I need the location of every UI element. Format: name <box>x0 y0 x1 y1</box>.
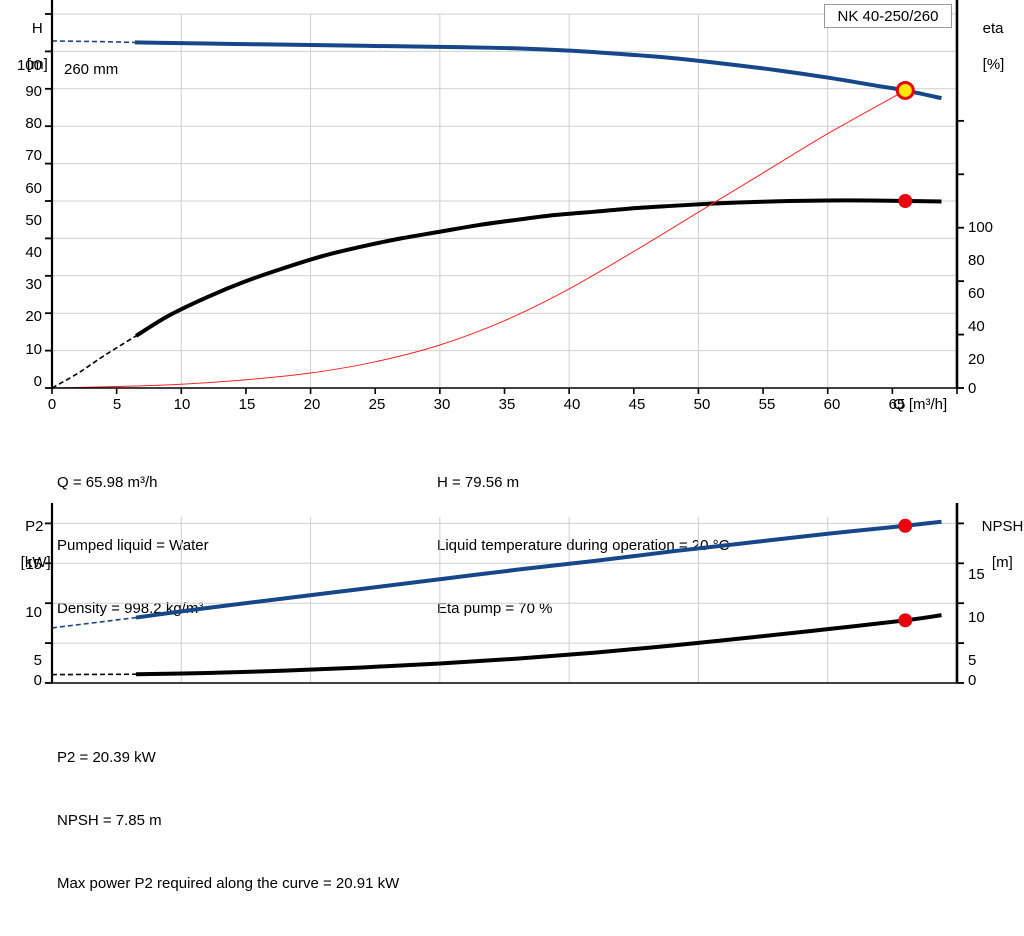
top-ytick-30: 30 <box>25 276 42 293</box>
xtick-40: 40 <box>563 396 581 413</box>
top-y-axis-label: H <box>31 20 43 37</box>
top-y2-axis-unit: [%] <box>982 56 1005 73</box>
info-temperature: Liquid temperature during operation = 20… <box>437 537 730 554</box>
xtick-65: 65 <box>888 396 906 413</box>
xtick-5: 5 <box>112 396 122 413</box>
xtick-15: 15 <box>238 396 256 413</box>
top-chart-y2-axis-title: eta [%] <box>966 2 1016 92</box>
top-y2tick-100: 100 <box>968 219 994 236</box>
top-ytick-90: 90 <box>25 83 42 100</box>
top-y2tick-40: 40 <box>968 318 985 335</box>
bottom-info-block: P2 = 20.39 kW NPSH = 7.85 m Max power P2… <box>57 705 399 936</box>
top-ytick-80: 80 <box>25 115 42 132</box>
bottom-y2-axis-label: NPSH <box>981 518 1024 535</box>
top-y2tick-80: 80 <box>968 252 985 269</box>
top-ytick-100: 100 <box>16 57 42 74</box>
top-ytick-70: 70 <box>25 147 42 164</box>
bottom-ytick-15: 15 <box>25 556 42 573</box>
info-eta-pump: Eta pump = 70 % <box>437 600 553 617</box>
xtick-35: 35 <box>498 396 516 413</box>
bottom-y-axis-label: P2 <box>25 518 44 535</box>
bottom-chart-plot <box>45 503 964 684</box>
xtick-50: 50 <box>693 396 711 413</box>
info-head: H = 79.56 m <box>437 474 520 491</box>
info-density: Density = 998.2 kg/m³ <box>57 600 204 617</box>
info-p2: P2 = 20.39 kW <box>57 749 156 766</box>
top-y2-axis-label: eta <box>982 20 1004 37</box>
xtick-10: 10 <box>173 396 191 413</box>
top-y2tick-60: 60 <box>968 285 985 302</box>
xtick-55: 55 <box>758 396 776 413</box>
bottom-y2tick-15: 15 <box>968 566 985 583</box>
bottom-y2tick-5: 5 <box>968 652 977 669</box>
info-pumped-liquid: Pumped liquid = Water <box>57 537 209 554</box>
bottom-y-axis-unit: [kW] <box>20 554 51 571</box>
xtick-45: 45 <box>628 396 646 413</box>
top-ytick-50: 50 <box>25 212 42 229</box>
info-left-block: Q = 65.98 m³/h Pumped liquid = Water Den… <box>57 430 209 661</box>
x-axis-title: Q [m³/h] <box>893 396 948 413</box>
info-max-power: Max power P2 required along the curve = … <box>57 875 400 892</box>
top-y2tick-20: 20 <box>968 351 985 368</box>
top-ytick-20: 20 <box>25 308 42 325</box>
bottom-y2tick-0: 0 <box>968 672 977 689</box>
top-chart-y-axis-title: H [m] <box>10 2 48 92</box>
top-chart-plot <box>45 0 964 394</box>
xtick-0: 0 <box>47 396 57 413</box>
info-npsh: NPSH = 7.85 m <box>57 812 162 829</box>
impeller-diameter-label: 260 mm <box>64 61 119 78</box>
top-ytick-0: 0 <box>33 373 42 390</box>
bottom-chart-y-axis-title: P2 [kW] <box>4 500 51 590</box>
bottom-y2-axis-unit: [m] <box>991 554 1013 571</box>
top-y2tick-0: 0 <box>968 380 977 397</box>
top-ytick-10: 10 <box>25 341 42 358</box>
bottom-chart-y2-axis-title: NPSH [m] <box>965 500 1024 590</box>
top-ytick-60: 60 <box>25 180 42 197</box>
xtick-30: 30 <box>433 396 451 413</box>
bottom-ytick-5: 5 <box>33 652 42 669</box>
top-ytick-40: 40 <box>25 244 42 261</box>
bottom-y2tick-10: 10 <box>968 609 985 626</box>
bottom-ytick-0: 0 <box>33 672 42 689</box>
top-y-axis-unit: [m] <box>26 56 48 73</box>
info-flow-rate: Q = 65.98 m³/h <box>57 474 158 491</box>
pump-performance-sheet: H [m] eta [%] NK 40-250/260 260 mm 100 9… <box>4 0 1024 892</box>
xtick-25: 25 <box>368 396 386 413</box>
xtick-60: 60 <box>823 396 841 413</box>
bottom-ytick-10: 10 <box>25 604 42 621</box>
xtick-20: 20 <box>303 396 321 413</box>
info-right-block: H = 79.56 m Liquid temperature during op… <box>437 430 729 661</box>
pump-model-title: NK 40-250/260 <box>824 4 952 28</box>
